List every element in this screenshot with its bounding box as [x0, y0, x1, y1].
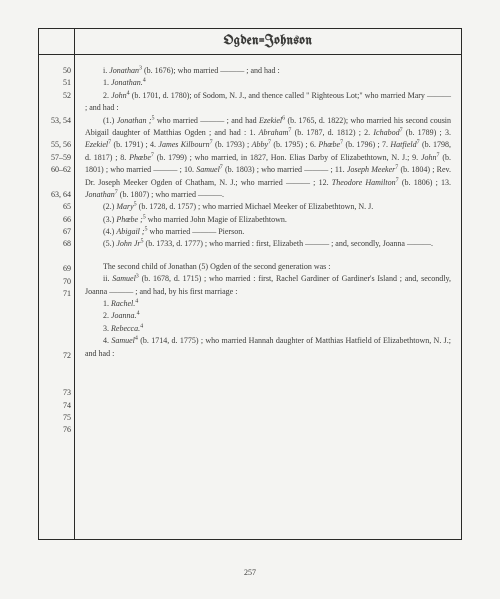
margin-ref: 69: [39, 263, 71, 275]
header-margin-cell: [39, 29, 75, 54]
margin-ref: [39, 102, 71, 114]
mid-paragraph: The second child of Jonathan (5) Ogden o…: [85, 261, 451, 273]
margin-ref: 74: [39, 400, 71, 412]
margin-ref: 73: [39, 387, 71, 399]
margin-ref: 68: [39, 238, 71, 250]
margin-ref: [39, 362, 71, 374]
margin-ref: 71: [39, 288, 71, 300]
entry-line: 1. Rachel.4: [85, 298, 451, 310]
margin-ref: [39, 375, 71, 387]
entry-line: (1.) Jonathan ;5 who married ——— ; and h…: [85, 115, 451, 202]
margin-ref: 51: [39, 77, 71, 89]
margin-ref: [39, 325, 71, 337]
margin-ref: 75: [39, 412, 71, 424]
entry-line: 2. Joanna.4: [85, 310, 451, 322]
margin-ref: [39, 338, 71, 350]
margin-ref: [39, 437, 71, 449]
entry-line: 1. Jonathan.4: [85, 77, 451, 89]
margin-ref: 52: [39, 90, 71, 102]
margin-ref: 55, 56: [39, 139, 71, 151]
entry-line: i. Jonathan3 (b. 1676); who married ——— …: [85, 65, 451, 77]
margin-ref: [39, 177, 71, 189]
page-number: 257: [0, 568, 500, 577]
entry-line: 3. Rebecca.4: [85, 323, 451, 335]
margin-ref: [39, 313, 71, 325]
entry-line: 4. Samuel4 (b. 1714, d. 1775) ; who marr…: [85, 335, 451, 360]
entry-line: (4.) Abigail ;5 who married ——— Pierson.: [85, 226, 451, 238]
margin-ref: 53, 54: [39, 115, 71, 127]
body-row: 505152 53, 54 55, 5657–5960–62 63, 64656…: [39, 55, 461, 539]
margin-ref: 67: [39, 226, 71, 238]
margin-column: 505152 53, 54 55, 5657–5960–62 63, 64656…: [39, 55, 75, 539]
margin-ref: 65: [39, 201, 71, 213]
margin-ref: 50: [39, 65, 71, 77]
page-title: Ogden=Johnson: [75, 29, 461, 54]
margin-ref: 72: [39, 350, 71, 362]
entry-line: (5.) John Jr5 (b. 1733, d. 1777) ; who m…: [85, 238, 451, 250]
margin-ref: [39, 300, 71, 312]
margin-ref: 70: [39, 276, 71, 288]
content-column: i. Jonathan3 (b. 1676); who married ——— …: [75, 55, 461, 539]
header-row: Ogden=Johnson: [39, 29, 461, 55]
margin-ref: [39, 127, 71, 139]
margin-ref: 60–62: [39, 164, 71, 176]
margin-ref: [39, 251, 71, 263]
entry-line: 2. John4 (b. 1701, d. 1780); of Sodom, N…: [85, 90, 451, 115]
margin-ref: 57–59: [39, 152, 71, 164]
entry-line: ii. Samuel3 (b. 1678, d. 1715) ; who mar…: [85, 273, 451, 298]
margin-ref: 66: [39, 214, 71, 226]
margin-ref: 76: [39, 424, 71, 436]
page-frame: Ogden=Johnson 505152 53, 54 55, 5657–596…: [38, 28, 462, 540]
entry-line: (3.) Phœbe ;5 who married John Magie of …: [85, 214, 451, 226]
margin-ref: 63, 64: [39, 189, 71, 201]
entry-line: (2.) Mary5 (b. 1728, d. 1757) ; who marr…: [85, 201, 451, 213]
